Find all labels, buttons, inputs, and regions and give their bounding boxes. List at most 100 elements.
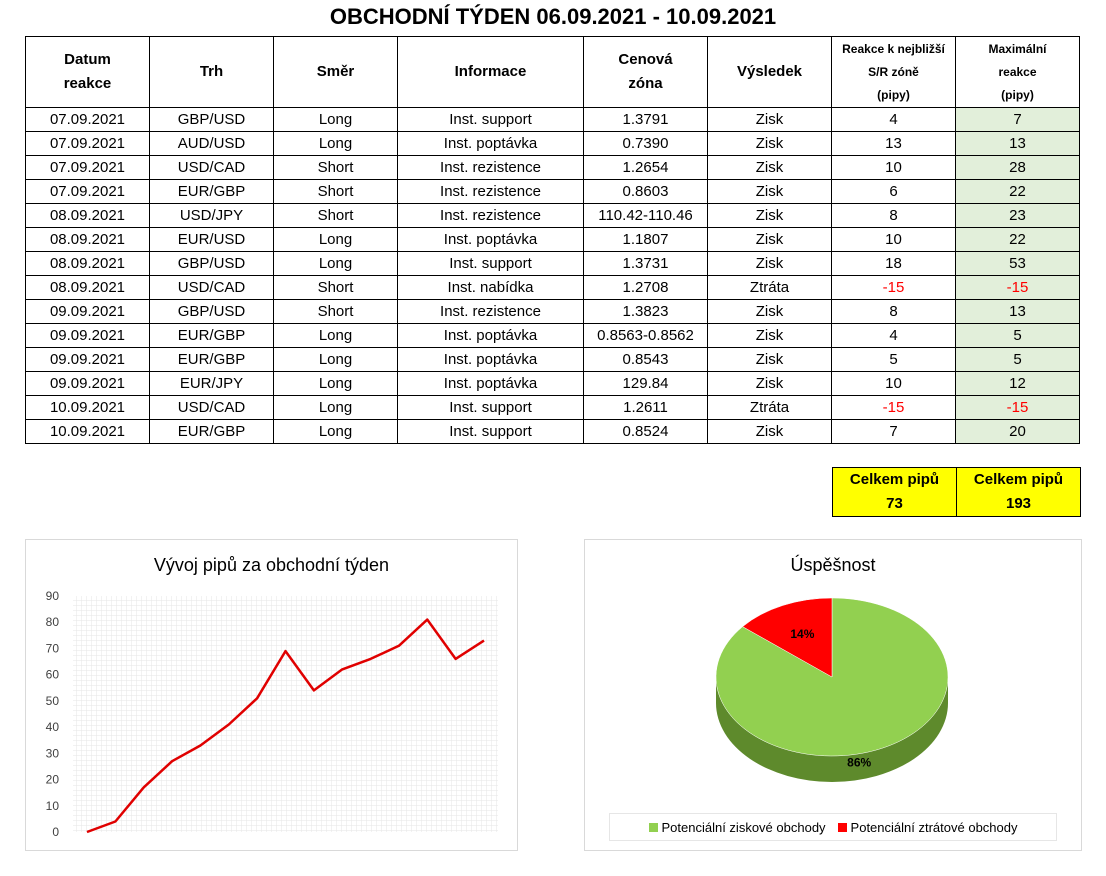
cell-market: EUR/USD — [149, 227, 274, 252]
cell-date: 10.09.2021 — [25, 419, 150, 444]
line-chart: 0 10 20 30 40 50 60 70 80 90 — [46, 589, 498, 839]
trades-table: Datum reakce Trh Směr Informace Cenová zón… — [25, 36, 1080, 444]
cell-max: 13 — [955, 131, 1080, 156]
cell-result: Zisk — [707, 203, 832, 228]
cell-direction: Short — [273, 275, 398, 300]
y-tick-label: 30 — [46, 746, 60, 760]
cell-date: 09.09.2021 — [25, 323, 150, 348]
cell-date: 07.09.2021 — [25, 107, 150, 132]
cell-market: EUR/GBP — [149, 347, 274, 372]
table-row: 07.09.2021 AUD/USD Long Inst. poptávka 0.739… — [25, 131, 1080, 156]
cell-zone: 1.3791 — [583, 107, 708, 132]
cell-result: Zisk — [707, 131, 832, 156]
header-direction: Směr — [273, 36, 398, 108]
cell-reaction: 10 — [831, 371, 956, 396]
pie-data-label: 14% — [790, 627, 814, 641]
cell-result: Zisk — [707, 419, 832, 444]
cell-zone: 0.8563-0.8562 — [583, 323, 708, 348]
cell-result: Zisk — [707, 107, 832, 132]
cell-direction: Long — [273, 347, 398, 372]
cell-info: Inst. support — [397, 419, 584, 444]
legend-swatch-red — [837, 822, 847, 832]
cell-zone: 0.8543 — [583, 347, 708, 372]
cell-reaction: 10 — [831, 227, 956, 252]
line-chart-panel: Vývoj pipů za obchodní týden 0 10 20 30 40 50… — [25, 539, 518, 851]
cell-zone: 0.7390 — [583, 131, 708, 156]
table-row: 07.09.2021 EUR/GBP Short Inst. rezistence 0.… — [25, 179, 1080, 204]
cell-market: GBP/USD — [149, 251, 274, 276]
cell-result: Zisk — [707, 179, 832, 204]
table-row: 09.09.2021 EUR/GBP Long Inst. poptávka 0.856… — [25, 323, 1080, 348]
cell-reaction: 8 — [831, 299, 956, 324]
cell-market: USD/CAD — [149, 395, 274, 420]
header-zone: Cenová zóna — [583, 36, 708, 108]
cell-max: 23 — [955, 203, 1080, 228]
cell-zone: 129.84 — [583, 371, 708, 396]
cell-reaction: 4 — [831, 107, 956, 132]
cell-info: Inst. nabídka — [397, 275, 584, 300]
cell-max: 7 — [955, 107, 1080, 132]
y-tick-label: 80 — [46, 615, 60, 629]
pie-data-label: 86% — [847, 755, 871, 769]
cell-direction: Long — [273, 371, 398, 396]
y-tick-label: 90 — [46, 589, 60, 603]
cell-direction: Short — [273, 299, 398, 324]
cell-market: GBP/USD — [149, 107, 274, 132]
table-row: 07.09.2021 USD/CAD Short Inst. rezistence 1.… — [25, 155, 1080, 180]
cell-result: Zisk — [707, 251, 832, 276]
cell-date: 07.09.2021 — [25, 179, 150, 204]
cell-result: Zisk — [707, 347, 832, 372]
pie-legend: Potenciální ziskové obchody Potenciální … — [609, 813, 1057, 841]
cell-max: 28 — [955, 155, 1080, 180]
cell-reaction: 7 — [831, 419, 956, 444]
cell-max: 22 — [955, 179, 1080, 204]
table-row: 10.09.2021 USD/CAD Long Inst. support 1.2611… — [25, 395, 1080, 420]
cell-result: Zisk — [707, 323, 832, 348]
cell-max: 13 — [955, 299, 1080, 324]
cell-info: Inst. rezistence — [397, 299, 584, 324]
cell-market: EUR/GBP — [149, 419, 274, 444]
cell-info: Inst. poptávka — [397, 323, 584, 348]
cell-zone: 0.8524 — [583, 419, 708, 444]
cell-date: 08.09.2021 — [25, 275, 150, 300]
y-tick-label: 70 — [46, 641, 60, 655]
cell-result: Zisk — [707, 155, 832, 180]
cell-market: EUR/GBP — [149, 323, 274, 348]
header-info: Informace — [397, 36, 584, 108]
cell-zone: 1.2611 — [583, 395, 708, 420]
cell-date: 10.09.2021 — [25, 395, 150, 420]
cell-info: Inst. rezistence — [397, 203, 584, 228]
y-tick-label: 60 — [46, 668, 60, 682]
y-tick-label: 40 — [46, 720, 60, 734]
cell-max: -15 — [955, 395, 1080, 420]
header-max-reaction: Maximální reakce (pipy) — [955, 36, 1080, 108]
table-row: 08.09.2021 GBP/USD Long Inst. support 1.3731… — [25, 251, 1080, 276]
cell-zone: 0.8603 — [583, 179, 708, 204]
pie-chart: 86% 14% — [715, 597, 949, 782]
cell-direction: Long — [273, 227, 398, 252]
cell-direction: Long — [273, 395, 398, 420]
cell-info: Inst. support — [397, 251, 584, 276]
y-tick-label: 0 — [52, 825, 59, 839]
cell-info: Inst. support — [397, 395, 584, 420]
pie-slice-loss — [742, 597, 833, 678]
cell-zone: 1.3823 — [583, 299, 708, 324]
cell-zone: 110.42-110.46 — [583, 203, 708, 228]
cell-max: 5 — [955, 347, 1080, 372]
cell-zone: 1.3731 — [583, 251, 708, 276]
cell-result: Zisk — [707, 299, 832, 324]
table-row: 09.09.2021 GBP/USD Short Inst. rezistence 1.… — [25, 299, 1080, 324]
cell-date: 07.09.2021 — [25, 131, 150, 156]
cell-direction: Long — [273, 107, 398, 132]
totals-table: Celkem pipů 73 Celkem pipů 193 — [832, 467, 1081, 517]
cell-reaction: -15 — [831, 395, 956, 420]
legend-swatch-green — [648, 822, 658, 832]
cell-zone: 1.1807 — [583, 227, 708, 252]
cell-zone: 1.2708 — [583, 275, 708, 300]
cell-max: 22 — [955, 227, 1080, 252]
cell-reaction: 10 — [831, 155, 956, 180]
cell-max: 20 — [955, 419, 1080, 444]
table-row: 08.09.2021 USD/CAD Short Inst. nabídka 1.270… — [25, 275, 1080, 300]
header-result: Výsledek — [707, 36, 832, 108]
total-reaction-cell: Celkem pipů 73 — [832, 467, 957, 517]
